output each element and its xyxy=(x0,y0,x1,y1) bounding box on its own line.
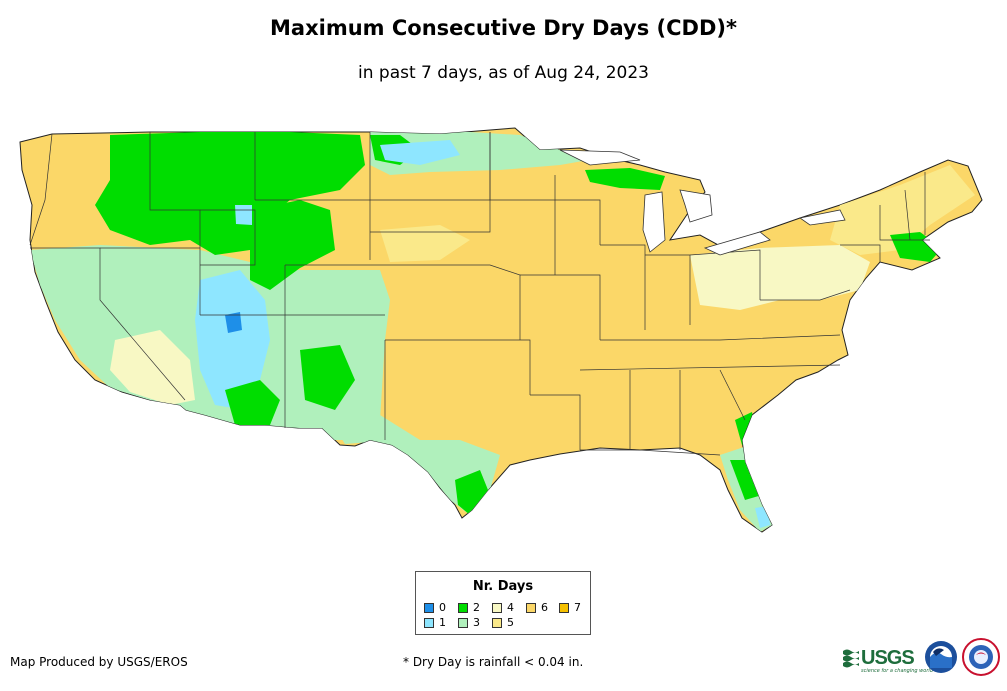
legend-label-1: 1 xyxy=(439,616,446,629)
usgs-logo-text: USGS xyxy=(861,646,915,669)
legend-label-5: 5 xyxy=(507,616,514,629)
map-title: Maximum Consecutive Dry Days (CDD)* xyxy=(270,16,737,40)
legend-swatch-5 xyxy=(492,618,502,628)
region-2-days-nm xyxy=(300,345,355,410)
legend-item-7: 7 xyxy=(559,602,581,614)
legend-label-6: 6 xyxy=(541,601,548,614)
legend-swatch-0 xyxy=(424,603,434,613)
legend-item-4: 4 xyxy=(492,602,514,614)
legend-label-0: 0 xyxy=(439,601,446,614)
region-2-days-northwest xyxy=(95,132,365,255)
legend-swatch-1 xyxy=(424,618,434,628)
region-5-days-central xyxy=(380,225,470,262)
legend-label-2: 2 xyxy=(473,601,480,614)
region-2-days-colorado xyxy=(250,200,335,290)
legend-swatch-6 xyxy=(526,603,536,613)
legend-item-1: 1 xyxy=(424,617,446,629)
legend-swatch-3 xyxy=(458,618,468,628)
region-4-days-ohio-valley xyxy=(690,245,870,310)
credit-text: Map Produced by USGS/EROS xyxy=(10,655,188,669)
usgs-logo: USGS science for a changing world xyxy=(843,643,933,674)
region-1-day-wyoming xyxy=(235,205,252,225)
legend-item-3: 3 xyxy=(458,617,480,629)
legend-label-3: 3 xyxy=(473,616,480,629)
legend-label-4: 4 xyxy=(507,601,514,614)
footnote-text: * Dry Day is rainfall < 0.04 in. xyxy=(403,655,584,669)
usgs-tagline: science for a changing world xyxy=(861,668,933,674)
region-2-days-az xyxy=(225,380,280,425)
state-boundaries xyxy=(29,132,930,456)
map-subtitle: in past 7 days, as of Aug 24, 2023 xyxy=(358,63,649,83)
region-0-days-utah xyxy=(225,312,242,333)
region-1-day-southwest xyxy=(195,270,270,410)
cdd-regions xyxy=(30,132,975,532)
legend-swatch-2 xyxy=(458,603,468,613)
legend-item-5: 5 xyxy=(492,617,514,629)
legend-label-7: 7 xyxy=(574,601,581,614)
legend-swatch-4 xyxy=(492,603,502,613)
legend-title: Nr. Days xyxy=(472,579,534,594)
region-5-days-northeast xyxy=(830,165,975,255)
legend-swatch-7 xyxy=(559,603,569,613)
nws-logo xyxy=(962,638,1000,676)
great-lakes xyxy=(559,149,846,256)
legend-item-6: 6 xyxy=(526,602,548,614)
usgs-wave-icon xyxy=(843,649,859,668)
legend-item-0: 0 xyxy=(424,602,446,614)
region-2-days-upper-mi xyxy=(585,168,665,190)
legend: Nr. Days 0 1 2 3 4 5 6 7 xyxy=(415,571,591,635)
noaa-logo xyxy=(925,641,957,673)
conus-map xyxy=(19,127,983,533)
region-1-day-mn xyxy=(380,140,460,165)
legend-item-2: 2 xyxy=(458,602,480,614)
